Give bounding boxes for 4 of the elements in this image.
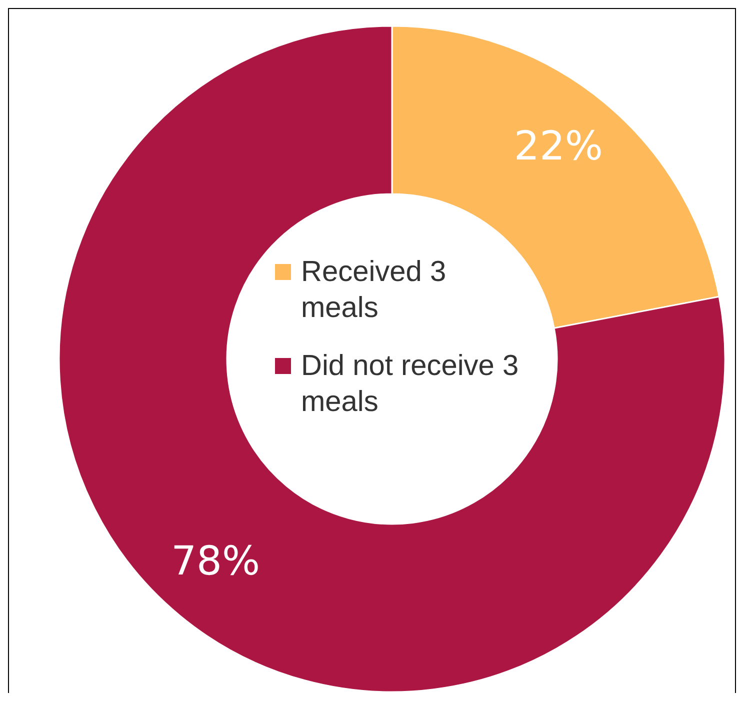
- legend-label: Received 3 meals: [301, 255, 448, 326]
- legend-label: Did not receive 3 meals: [301, 349, 520, 420]
- data-label: 78%: [171, 538, 260, 584]
- data-label: 22%: [514, 124, 603, 170]
